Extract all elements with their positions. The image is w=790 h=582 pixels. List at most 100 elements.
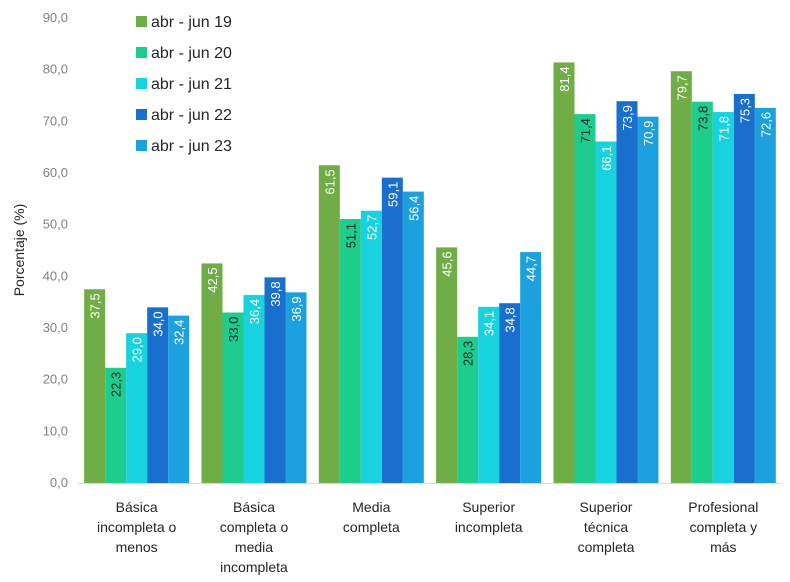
bar	[243, 294, 265, 483]
bar	[520, 252, 542, 483]
data-label: 79,7	[674, 75, 689, 100]
data-label: 73,8	[695, 106, 710, 131]
bar	[402, 191, 424, 483]
bar	[733, 93, 755, 483]
bar	[147, 307, 169, 483]
bar	[616, 101, 638, 483]
legend-swatch	[136, 16, 147, 27]
data-label: 36,9	[289, 296, 304, 321]
bar	[285, 292, 307, 483]
bar	[754, 107, 776, 484]
legend-label: abr - jun 20	[151, 45, 232, 62]
data-label: 59,1	[385, 182, 400, 207]
bar	[712, 112, 734, 484]
legend-swatch	[136, 47, 147, 58]
legend-label: abr - jun 22	[151, 107, 232, 124]
data-label: 36,4	[247, 299, 262, 324]
bar	[670, 71, 692, 483]
y-tick-label: 20,0	[43, 372, 68, 387]
data-label: 66,1	[599, 145, 614, 170]
y-tick-label: 50,0	[43, 217, 68, 232]
x-category-label: Básica	[233, 499, 275, 515]
data-label: 70,9	[641, 121, 656, 146]
bar	[691, 101, 713, 483]
bar	[105, 367, 127, 483]
bar	[360, 210, 382, 483]
data-label: 28,3	[461, 341, 476, 366]
data-label: 71,4	[578, 118, 593, 143]
y-tick-label: 0,0	[50, 475, 68, 490]
y-tick-label: 40,0	[43, 268, 68, 283]
legend-swatch	[136, 78, 147, 89]
x-category-label: media	[235, 539, 273, 555]
x-category-label: incompleta o	[97, 519, 177, 535]
legend-swatch	[136, 109, 147, 120]
x-category-label: más	[710, 539, 736, 555]
data-label: 37,5	[88, 293, 103, 318]
x-axis-labels: Básica incompleta o menos Básica completa o m…	[97, 499, 758, 575]
data-label: 34,1	[482, 311, 497, 336]
y-tick-label: 30,0	[43, 320, 68, 335]
bar	[637, 116, 659, 483]
x-category-label: completa y	[689, 519, 757, 535]
legend: abr - jun 19 abr - jun 20 abr - jun 21 abr …	[136, 14, 232, 155]
bar	[222, 312, 244, 483]
data-label: 72,6	[758, 112, 773, 137]
bar	[381, 177, 403, 483]
x-category-label: incompleta	[220, 559, 288, 575]
data-label: 81,4	[557, 66, 572, 91]
data-label: 29,0	[130, 337, 145, 362]
legend-label: abr - jun 23	[151, 138, 232, 155]
x-category-label: Superior	[580, 499, 633, 515]
legend-label: abr - jun 21	[151, 76, 232, 93]
data-label: 51,1	[343, 223, 358, 248]
x-category-label: completa	[578, 539, 635, 555]
data-label: 42,5	[205, 267, 220, 292]
bar	[595, 141, 617, 483]
data-label: 56,4	[406, 196, 421, 221]
data-label: 73,9	[620, 105, 635, 130]
data-label: 22,3	[109, 372, 124, 397]
bar	[264, 277, 286, 483]
data-label: 52,7	[364, 215, 379, 240]
x-category-label: técnica	[584, 519, 629, 535]
y-axis-ticks: 0,0 10,0 20,0 30,0 40,0 50,0 60,0 70,0 80,0 90,0	[43, 10, 68, 490]
y-axis-title: Porcentaje (%)	[11, 204, 27, 297]
x-category-label: Profesional	[688, 499, 758, 515]
data-label: 34,8	[503, 307, 518, 332]
data-label: 75,3	[737, 98, 752, 123]
y-tick-label: 90,0	[43, 10, 68, 25]
y-tick-label: 10,0	[43, 423, 68, 438]
bar	[499, 303, 521, 483]
x-category-label: Básica	[116, 499, 158, 515]
y-tick-label: 60,0	[43, 165, 68, 180]
legend-label: abr - jun 19	[151, 14, 232, 31]
data-label: 44,7	[524, 256, 539, 281]
bar	[478, 306, 500, 483]
y-tick-label: 70,0	[43, 113, 68, 128]
data-label: 45,6	[440, 251, 455, 276]
bar	[553, 62, 575, 483]
x-category-label: Superior	[462, 499, 515, 515]
data-label: 32,4	[172, 320, 187, 345]
bars: 37,5 22,3 29,0 34,0 32,4 42,5 33,0 36,4 39,8 36,9…	[84, 62, 776, 484]
x-category-label: completa	[343, 519, 400, 535]
x-category-label: menos	[116, 539, 158, 555]
bar	[457, 336, 479, 483]
y-tick-label: 80,0	[43, 62, 68, 77]
bar	[126, 333, 148, 483]
bar	[339, 218, 361, 483]
bar	[318, 165, 340, 483]
data-label: 34,0	[151, 311, 166, 336]
x-category-label: incompleta	[455, 519, 523, 535]
bar	[84, 289, 106, 483]
x-category-label: completa o	[220, 519, 289, 535]
data-label: 71,8	[716, 116, 731, 141]
bar	[436, 247, 458, 483]
bar	[574, 114, 596, 483]
data-label: 33,0	[226, 317, 241, 342]
legend-swatch	[136, 140, 147, 151]
data-label: 61,5	[322, 169, 337, 194]
x-category-label: Media	[352, 499, 390, 515]
